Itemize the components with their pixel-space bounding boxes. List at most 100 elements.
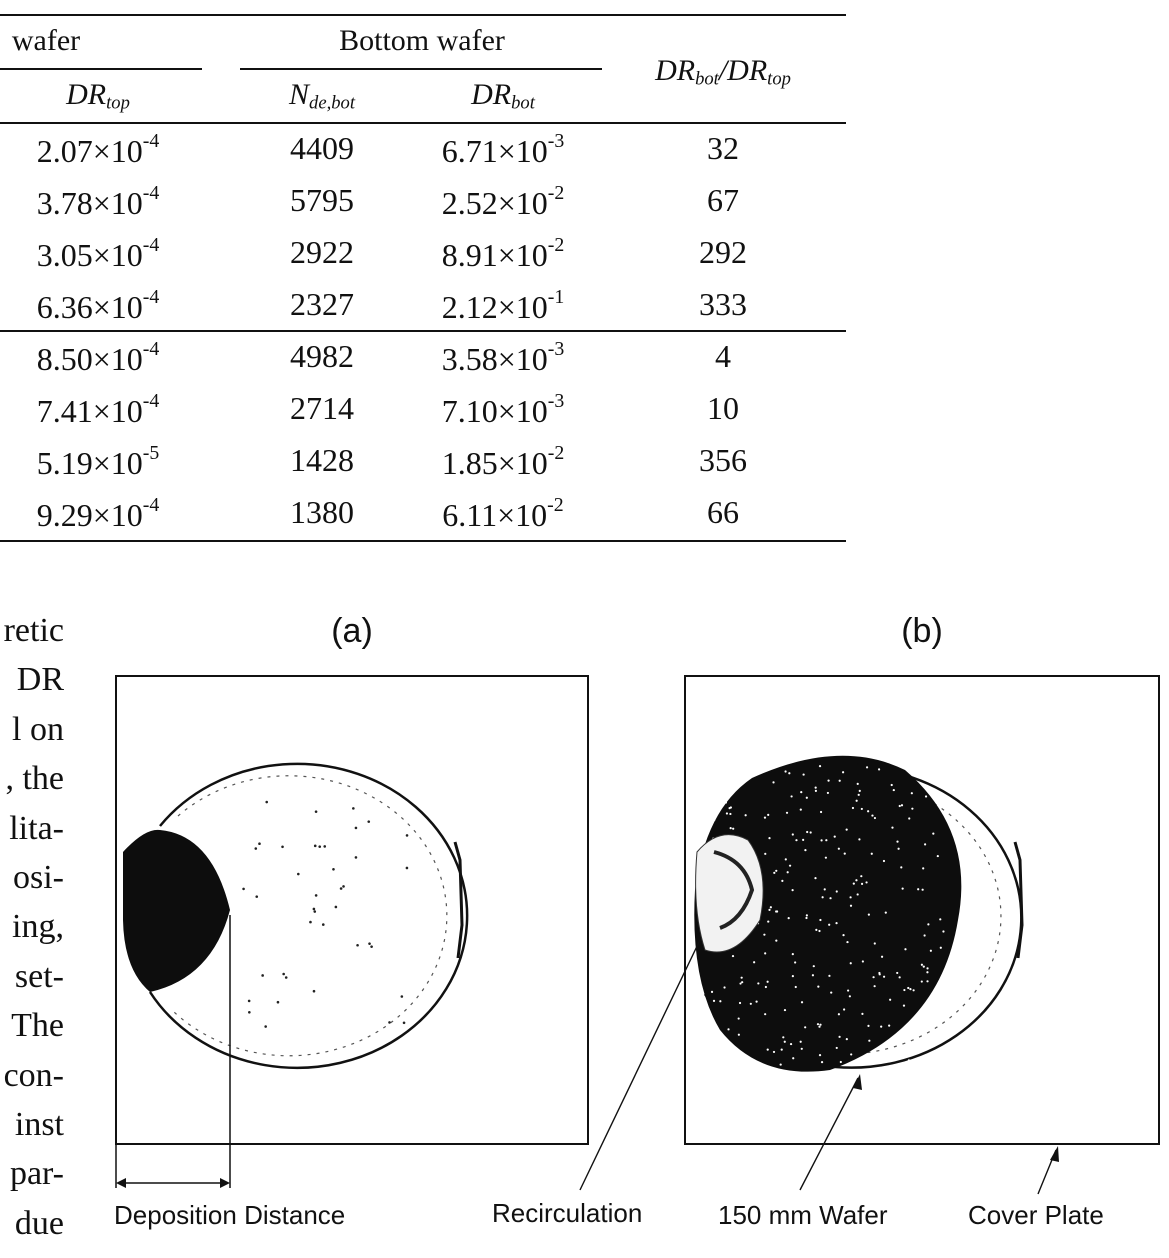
times-ten: ×10	[92, 340, 143, 377]
times-ten: ×10	[497, 444, 548, 481]
header-dr-bot: DRbot	[471, 78, 535, 114]
exponent: -5	[142, 442, 160, 464]
cell-ratio: 292	[699, 234, 747, 270]
times-ten: ×10	[497, 184, 548, 221]
body-text-column: retic DR l on , the lita-osi-ing, set- The con-…	[0, 612, 64, 1258]
times-ten: ×10	[92, 288, 143, 325]
exponent: -2	[547, 494, 564, 516]
mantissa: 9.29	[36, 496, 93, 533]
body-text-line: retic	[3, 612, 64, 649]
caption-cover-plate: Cover Plate	[968, 1200, 1104, 1230]
cell-n-de-bot: 2327	[290, 286, 354, 322]
body-text-line: ing,	[12, 908, 64, 946]
times-ten: ×10	[92, 236, 143, 273]
cell-dr-bot: 2.12×10-1	[442, 286, 565, 326]
exponent: -3	[547, 130, 565, 152]
times-ten: ×10	[497, 132, 548, 169]
panel-a-frame	[115, 675, 589, 1145]
figure: (a) (b)	[0, 590, 1169, 1258]
header-ratio: DRbot/DRtop	[655, 54, 791, 90]
body-text-line: The	[11, 1007, 64, 1045]
cell-dr-bot: 6.71×10-3	[442, 130, 565, 170]
body-text-line: lita-	[9, 809, 64, 847]
table-top-rule	[0, 14, 846, 16]
cell-ratio: 356	[699, 442, 747, 478]
exponent: -2	[547, 442, 565, 464]
cell-dr-bot: 7.10×10-3	[442, 390, 565, 430]
mantissa: 6.71	[441, 132, 498, 169]
top-wafer-group-rule	[0, 68, 202, 70]
times-ten: ×10	[497, 496, 548, 533]
cell-dr-top: 3.05×10-4	[37, 234, 160, 274]
mantissa: 7.41	[36, 392, 93, 429]
body-text-line: , the	[5, 760, 64, 798]
mantissa: 8.50	[36, 340, 93, 377]
cell-n-de-bot: 4409	[290, 130, 354, 166]
panel-a-wafer	[148, 762, 469, 1070]
exponent: -3	[547, 390, 565, 412]
mantissa: 7.10	[441, 392, 498, 429]
times-ten: ×10	[92, 444, 143, 481]
figure-drawing	[115, 675, 1160, 1195]
exponent: -4	[142, 338, 160, 360]
exponent: -4	[142, 130, 160, 152]
bottom-wafer-group-rule	[240, 68, 602, 70]
cell-n-de-bot: 5795	[290, 182, 354, 218]
cell-n-de-bot: 4982	[290, 338, 354, 374]
cell-ratio: 32	[707, 130, 739, 166]
exponent: -4	[142, 494, 160, 516]
cover-plate-arrowhead	[1050, 1146, 1059, 1162]
cell-ratio: 4	[715, 338, 731, 374]
panel-b-frame	[684, 675, 1160, 1145]
cell-dr-top: 7.41×10-4	[37, 390, 160, 430]
cell-dr-top: 9.29×10-4	[37, 494, 160, 534]
header-bottom-rule	[0, 122, 846, 124]
cell-ratio: 333	[699, 286, 747, 322]
times-ten: ×10	[92, 496, 143, 533]
mantissa: 6.11	[442, 496, 498, 533]
panel-a-label: (a)	[331, 612, 373, 650]
body-text-line: due	[14, 1204, 64, 1242]
cell-n-de-bot: 2714	[290, 390, 354, 426]
cell-dr-top: 5.19×10-5	[37, 442, 160, 482]
mantissa: 2.12	[441, 288, 498, 325]
wafer-arrowhead	[853, 1074, 862, 1090]
cell-dr-bot: 6.11×10-2	[442, 494, 563, 534]
mantissa: 8.91	[441, 236, 498, 273]
exponent: -4	[142, 390, 160, 412]
body-text-line: set-	[14, 957, 64, 995]
wafer-leader-line	[799, 1077, 859, 1191]
exponent: -3	[547, 338, 565, 360]
cell-dr-bot: 8.91×10-2	[442, 234, 565, 274]
data-table: wafer Bottom wafer DRtop Nde,bot DRbot D…	[0, 0, 846, 560]
cell-dr-bot: 2.52×10-2	[442, 182, 565, 222]
body-text-line: inst	[14, 1106, 64, 1143]
mantissa: 3.05	[36, 236, 93, 273]
caption-150mm-wafer: 150 mm Wafer	[718, 1200, 888, 1230]
table-bottom-rule	[0, 540, 846, 542]
panel-a-scattered-particles	[242, 800, 409, 1028]
cell-dr-top: 8.50×10-4	[37, 338, 160, 378]
cell-dr-top: 6.36×10-4	[37, 286, 160, 326]
times-ten: ×10	[92, 132, 143, 169]
exponent: -1	[547, 286, 565, 308]
cell-dr-bot: 3.58×10-3	[442, 338, 565, 378]
caption-deposition-distance: Deposition Distance	[114, 1200, 346, 1230]
panel-b-label: (b)	[901, 612, 943, 650]
mantissa: 6.36	[36, 288, 93, 325]
cell-dr-bot: 1.85×10-2	[442, 442, 565, 482]
body-text-line: l on	[12, 710, 64, 748]
recirculation-zone	[695, 834, 764, 953]
header-bottom-wafer: Bottom wafer	[339, 24, 505, 57]
recirculation-leader-line	[579, 939, 701, 1191]
exponent: -4	[142, 286, 160, 308]
header-n-de-bot: Nde,bot	[289, 78, 355, 114]
times-ten: ×10	[92, 184, 143, 221]
caption-recirculation: Recirculation	[492, 1198, 643, 1228]
exponent: -2	[547, 182, 565, 204]
panel-b-deposition-region	[694, 755, 962, 1072]
cell-n-de-bot: 2922	[290, 234, 354, 270]
cell-ratio: 10	[707, 390, 739, 426]
mantissa: 2.52	[441, 184, 498, 221]
cell-ratio: 67	[707, 182, 739, 218]
